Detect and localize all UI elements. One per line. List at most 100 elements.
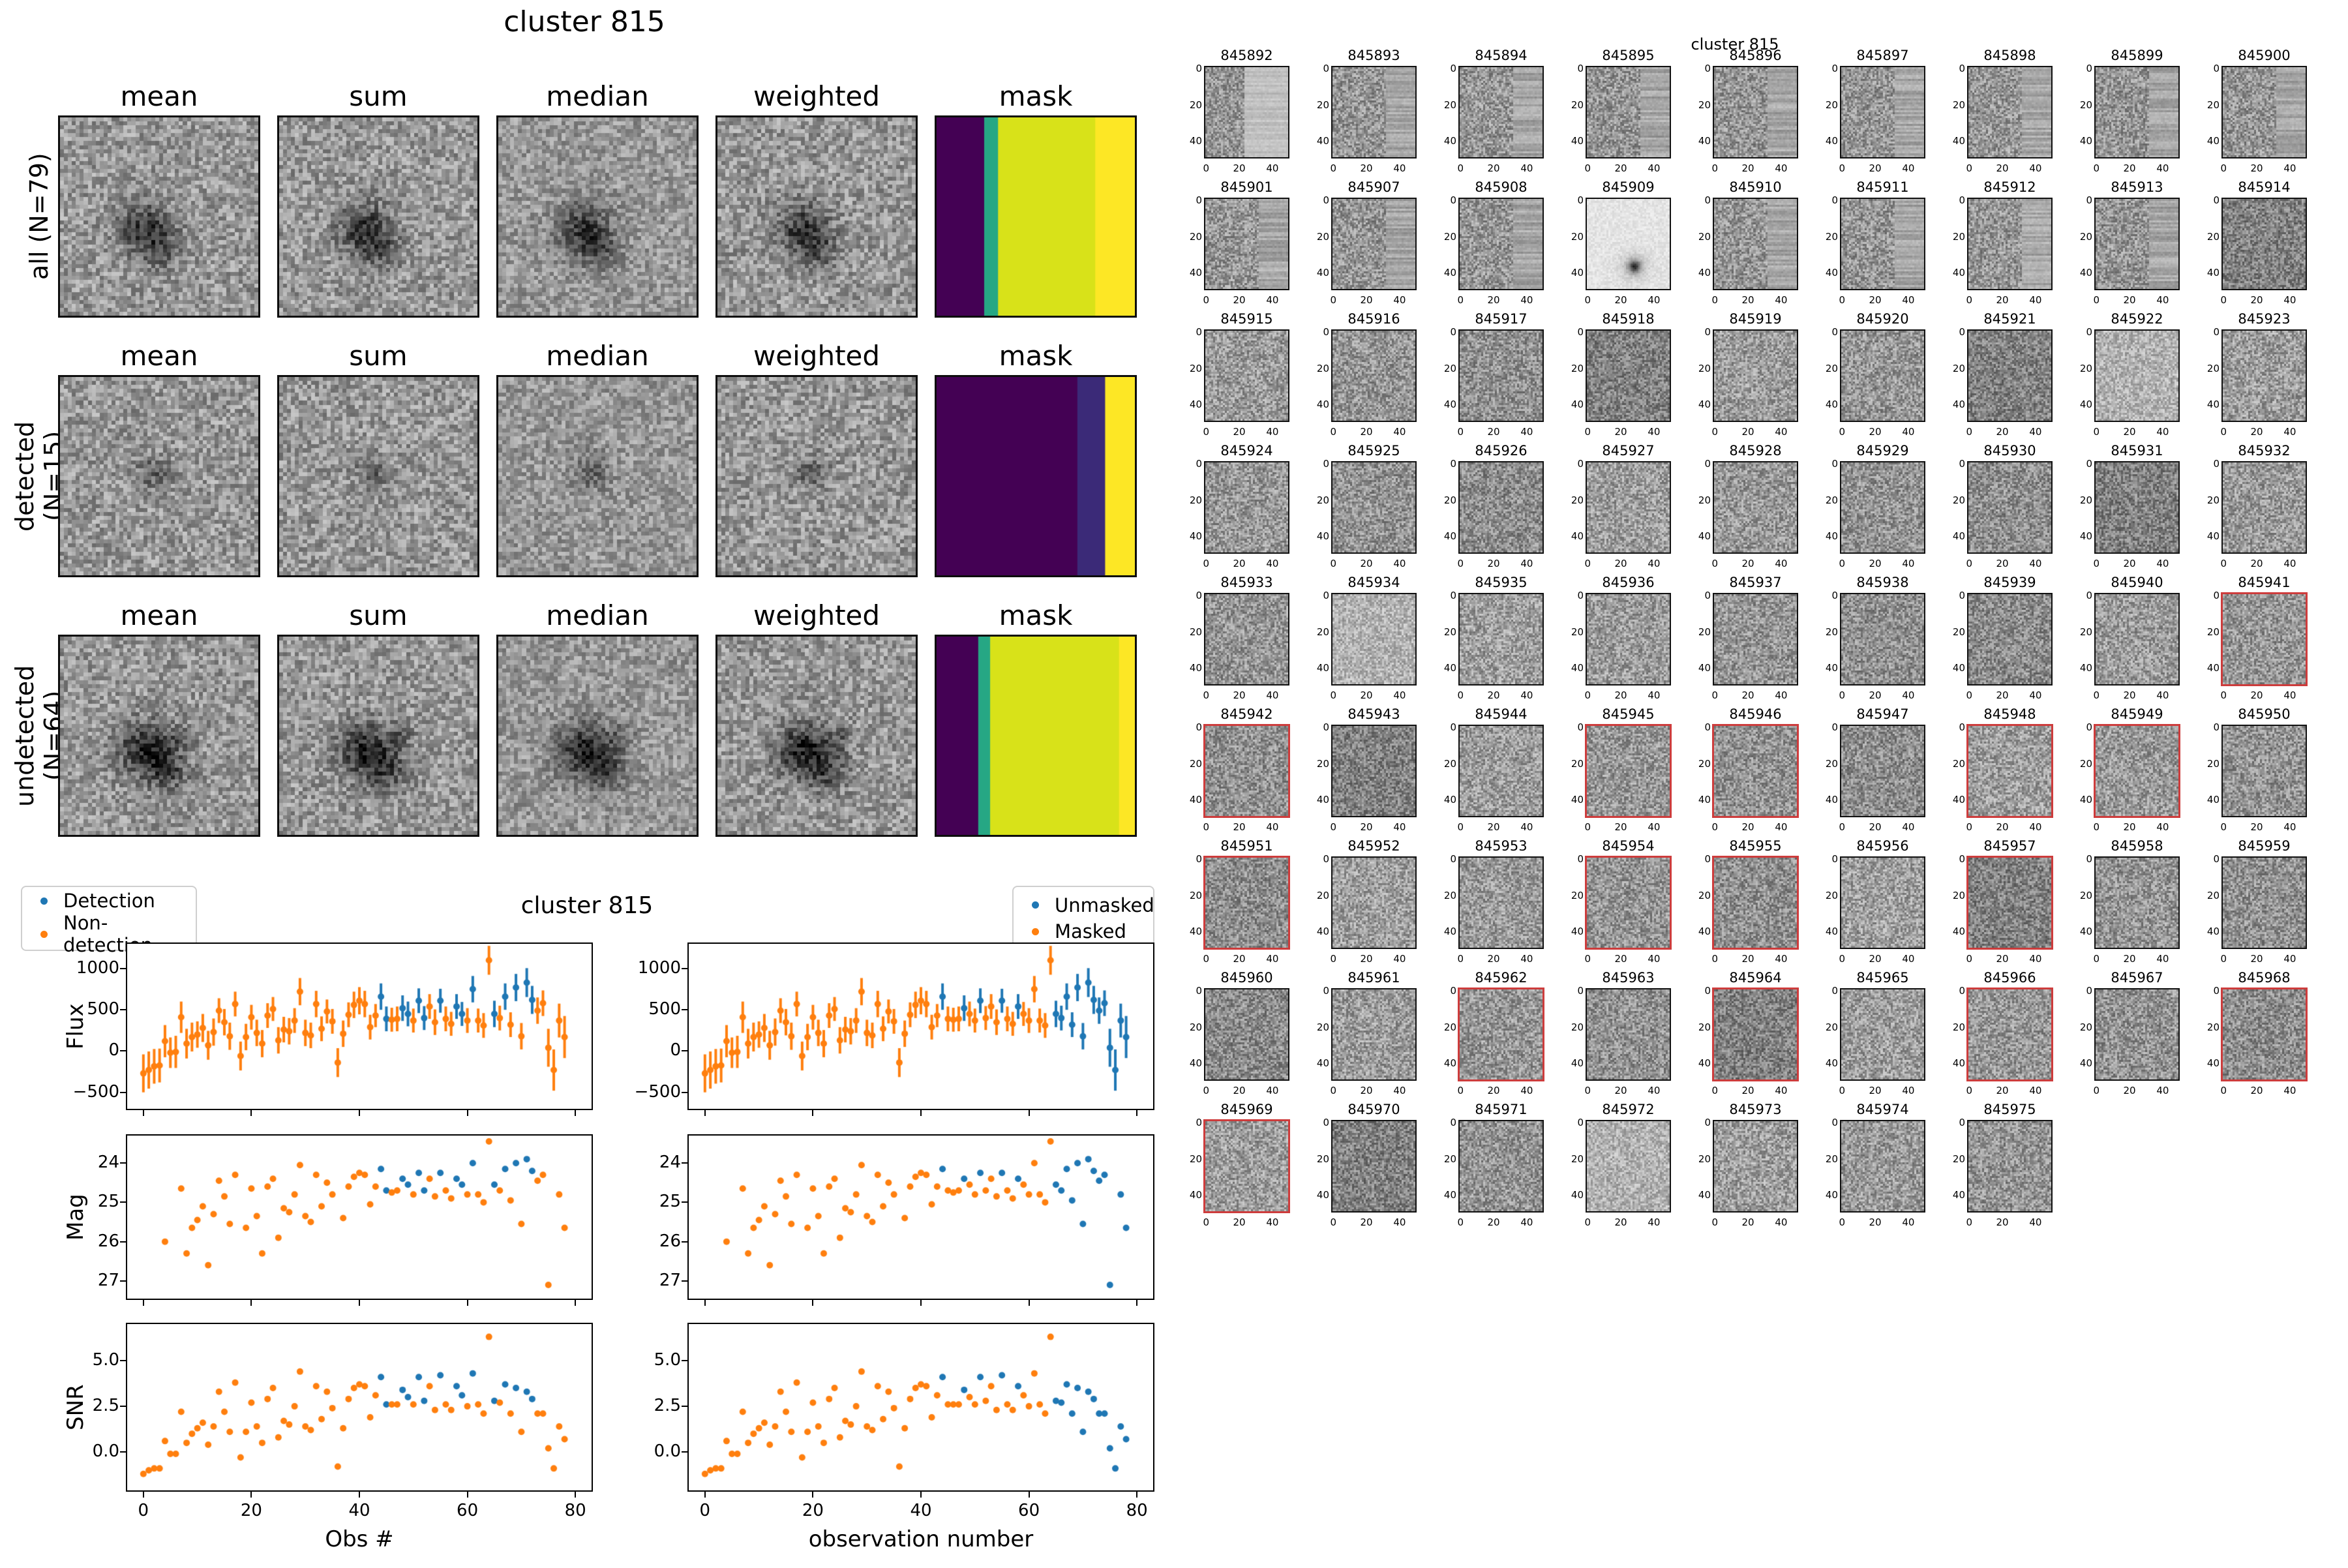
thumbnail-x-tick-label: 40	[1520, 294, 1533, 306]
coadd-image-canvas	[279, 637, 477, 835]
y-tick-mark	[120, 1050, 126, 1052]
thumbnail-y-tick-label: 40	[1825, 1057, 1838, 1069]
thumbnail-x-tick-label: 0	[2220, 1085, 2227, 1096]
y-tick-mark	[682, 1406, 687, 1408]
thumbnail-image	[1331, 725, 1417, 817]
thumbnail-x-tick-label: 20	[1233, 558, 1246, 569]
thumbnail-y-tick-label: 20	[1952, 626, 1965, 638]
thumbnail-x-tick-label: 20	[1741, 1085, 1754, 1096]
thumbnail-x-tick-label: 40	[1393, 558, 1406, 569]
thumbnail-y-tick-label: 0	[1704, 721, 1711, 734]
thumbnail-x-tick-label: 40	[2283, 689, 2296, 701]
thumbnail-y-tick-label: 0	[1704, 194, 1711, 207]
thumbnail-x-tick-label: 40	[2029, 821, 2042, 833]
thumbnail-y-tick-label: 0	[1196, 590, 1202, 602]
thumbnail-x-tick-label: 20	[1869, 953, 1882, 965]
thumbnail-x-tick-label: 0	[2220, 689, 2227, 701]
thumbnail-y-tick-label: 0	[1704, 985, 1711, 997]
thumbnail-image	[1204, 593, 1289, 686]
thumbnail-x-tick-label: 40	[1648, 953, 1661, 965]
x-tick-mark	[1136, 1110, 1138, 1116]
thumbnail-x-tick-label: 40	[1648, 1216, 1661, 1228]
thumbnail-x-tick-label: 0	[1966, 1216, 1973, 1228]
thumbnail-x-tick-label: 20	[1233, 294, 1246, 306]
thumbnail-title: 845921	[1983, 311, 2036, 327]
thumbnail-title: 845969	[1220, 1102, 1273, 1117]
thumbnail-canvas	[1968, 858, 2051, 948]
thumbnail-x-tick-label: 40	[2156, 1085, 2169, 1096]
thumbnail-y-tick-label: 0	[1831, 1117, 1838, 1129]
thumbnail-y-tick-label: 40	[1825, 661, 1838, 674]
thumbnail-x-tick-label: 20	[1360, 426, 1373, 438]
thumbnail-x-tick-label: 20	[1996, 821, 2009, 833]
thumbnail-x-tick-label: 0	[1584, 558, 1591, 569]
thumbnail-x-tick-label: 0	[2093, 1085, 2100, 1096]
y-tick-label: 500	[648, 999, 681, 1019]
thumbnail-x-tick-label: 40	[1393, 1085, 1406, 1096]
y-tick-mark	[682, 1241, 687, 1243]
thumbnail-title: 845961	[1347, 970, 1400, 986]
thumbnail-y-tick-label: 40	[1316, 134, 1329, 147]
thumbnail-y-tick-label: 40	[2079, 398, 2092, 410]
thumbnail-y-tick-label: 20	[1952, 1021, 1965, 1033]
thumbnail-x-tick-label: 40	[1520, 1216, 1533, 1228]
thumbnail-y-tick-label: 40	[1443, 398, 1456, 410]
thumbnail-image	[1204, 329, 1289, 422]
thumbnail-y-tick-label: 20	[1316, 98, 1329, 111]
thumbnail-x-tick-label: 20	[2123, 558, 2136, 569]
thumbnail-x-tick-label: 40	[1902, 162, 1915, 174]
x-tick-mark	[920, 1300, 922, 1306]
y-tick-mark	[120, 1406, 126, 1408]
thumbnail-title: 845956	[1856, 838, 1909, 854]
thumbnail-x-tick-label: 0	[1839, 1085, 1846, 1096]
coadd-image-canvas	[498, 377, 697, 575]
mask-image-canvas	[937, 637, 1135, 835]
y-tick-mark	[120, 1241, 126, 1243]
thumbnail-x-tick-label: 20	[1614, 558, 1627, 569]
thumbnail-y-tick-label: 0	[2086, 326, 2092, 339]
y-tick-label: 1000	[637, 957, 681, 978]
thumbnail-x-tick-label: 40	[1902, 953, 1915, 965]
thumbnail-y-tick-label: 20	[1571, 757, 1584, 770]
thumbnail-y-tick-label: 0	[1959, 1117, 1965, 1129]
stack-column-header: weighted	[753, 599, 880, 631]
thumbnail-y-tick-label: 20	[1189, 98, 1202, 111]
thumbnail-y-tick-label: 0	[1704, 590, 1711, 602]
mask-image-frame	[935, 375, 1137, 577]
thumbnail-canvas	[1968, 594, 2051, 684]
thumbnail-x-tick-label: 20	[1487, 689, 1500, 701]
thumbnail-x-tick-label: 0	[1711, 426, 1719, 438]
thumbnail-x-tick-label: 40	[1902, 426, 1915, 438]
thumbnail-y-tick-label: 20	[1189, 1021, 1202, 1033]
stack-image-frame	[496, 635, 699, 837]
thumbnail-x-tick-label: 40	[2283, 953, 2296, 965]
coadd-image-canvas	[717, 637, 916, 835]
y-tick-label: 27	[97, 1270, 119, 1290]
thumbnail-canvas	[1460, 331, 1543, 421]
thumbnail-y-tick-label: 0	[1196, 326, 1202, 339]
stack-column-header: sum	[349, 80, 408, 112]
thumbnail-image	[2221, 198, 2307, 290]
thumbnail-y-tick-label: 20	[1316, 889, 1329, 901]
thumbnail-title: 845957	[1983, 838, 2036, 854]
thumbnail-y-tick-label: 20	[2206, 1021, 2220, 1033]
thumbnail-x-tick-label: 0	[1711, 1085, 1719, 1096]
thumbnail-y-tick-label: 20	[1443, 1153, 1456, 1165]
thumbnail-y-tick-label: 0	[1831, 458, 1838, 470]
thumbnail-x-tick-label: 0	[1330, 1085, 1337, 1096]
stack-column-header: mask	[999, 340, 1073, 372]
thumbnail-x-tick-label: 0	[1330, 953, 1337, 965]
thumbnail-y-tick-label: 40	[1316, 266, 1329, 279]
thumbnail-canvas	[1714, 989, 1797, 1079]
thumbnail-y-tick-label: 40	[1952, 530, 1965, 542]
x-tick-label: 0	[699, 1501, 711, 1520]
y-tick-label: 0.0	[654, 1441, 681, 1462]
thumbnail-canvas	[1332, 1121, 1415, 1211]
thumbnail-x-tick-label: 40	[2283, 821, 2296, 833]
thumbnail-y-tick-label: 40	[1698, 793, 1711, 806]
thumbnail-x-tick-label: 20	[1741, 689, 1754, 701]
thumbnail-title: 845917	[1475, 311, 1528, 327]
thumbnail-y-tick-label: 0	[1196, 458, 1202, 470]
thumbnail-y-tick-label: 0	[1323, 985, 1329, 997]
scatter-plot-canvas	[127, 1324, 592, 1490]
